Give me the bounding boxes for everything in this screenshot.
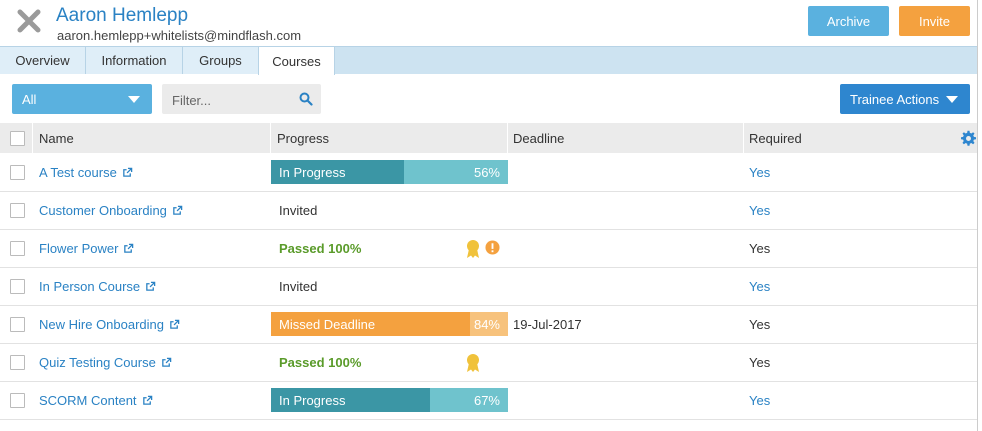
required-value[interactable]: Yes: [749, 203, 771, 218]
course-name: Customer Onboarding: [39, 203, 167, 218]
progress-percent: 67%: [473, 393, 500, 408]
deadline-value: 19-Jul-2017: [513, 317, 582, 332]
course-link[interactable]: SCORM Content: [39, 393, 153, 408]
table-row: Flower Power Passed 100%: [0, 229, 977, 268]
progress-fill: [271, 388, 430, 412]
row-checkbox[interactable]: [10, 241, 25, 256]
column-header-progress[interactable]: Progress: [277, 130, 330, 146]
tab-courses[interactable]: Courses: [258, 47, 335, 75]
progress-status: Passed 100%: [279, 241, 362, 256]
tab-groups[interactable]: Groups: [183, 47, 259, 74]
external-link-icon: [169, 319, 180, 330]
course-name: SCORM Content: [39, 393, 137, 408]
close-icon[interactable]: [16, 8, 42, 34]
row-checkbox[interactable]: [10, 279, 25, 294]
invite-button[interactable]: Invite: [899, 6, 970, 36]
certificate-icon[interactable]: [466, 353, 480, 373]
course-link[interactable]: Flower Power: [39, 241, 134, 256]
progress-bar: In Progress 56%: [271, 160, 508, 184]
chevron-down-icon: [946, 96, 958, 103]
gear-icon[interactable]: [960, 130, 977, 147]
progress-fill: [271, 160, 404, 184]
progress-status: In Progress: [279, 165, 346, 180]
status-filter-select[interactable]: All: [12, 84, 152, 114]
row-checkbox[interactable]: [10, 165, 25, 180]
course-name: In Person Course: [39, 279, 141, 294]
required-value[interactable]: Yes: [749, 165, 771, 180]
required-value[interactable]: Yes: [749, 393, 771, 408]
table-row: A Test course In Progress 56% Yes: [0, 153, 977, 192]
trainee-actions-label: Trainee Actions: [850, 91, 940, 107]
table-row: Customer Onboarding Invited Yes: [0, 191, 977, 230]
archive-button[interactable]: Archive: [808, 6, 889, 36]
table-header: Name Progress Deadline Required: [0, 123, 977, 153]
search-icon[interactable]: [299, 92, 313, 106]
required-value: Yes: [749, 241, 771, 256]
table-row: New Hire Onboarding Missed Deadline 84% …: [0, 305, 977, 344]
external-link-icon: [142, 395, 153, 406]
progress-status: Passed 100%: [279, 355, 362, 370]
table-row: Quiz Testing Course Passed 100% Yes: [0, 343, 977, 382]
external-link-icon: [123, 243, 134, 254]
table-row: SCORM Content In Progress 67% Yes: [0, 381, 977, 420]
course-name: New Hire Onboarding: [39, 317, 165, 332]
course-link[interactable]: Customer Onboarding: [39, 203, 183, 218]
filter-input[interactable]: [170, 90, 294, 110]
course-link[interactable]: In Person Course: [39, 279, 156, 294]
column-header-deadline[interactable]: Deadline: [513, 130, 565, 146]
select-all-checkbox[interactable]: [10, 131, 25, 146]
window-edge: [977, 0, 978, 431]
filter-search-box: [162, 84, 321, 114]
course-link[interactable]: New Hire Onboarding: [39, 317, 180, 332]
progress-status: Invited: [279, 203, 318, 218]
external-link-icon: [122, 167, 133, 178]
tab-overview[interactable]: Overview: [0, 47, 86, 74]
chevron-down-icon: [128, 96, 140, 103]
progress-status: Invited: [279, 279, 318, 294]
progress-percent: 56%: [473, 165, 500, 180]
tab-bar: Overview Information Groups Courses: [0, 46, 977, 75]
external-link-icon: [161, 357, 172, 368]
row-checkbox[interactable]: [10, 203, 25, 218]
row-checkbox[interactable]: [10, 393, 25, 408]
row-checkbox[interactable]: [10, 317, 25, 332]
status-filter-value: All: [22, 91, 37, 107]
progress-status: In Progress: [279, 393, 346, 408]
trainee-name: Aaron Hemlepp: [56, 5, 189, 26]
progress-bar: In Progress 67%: [271, 388, 508, 412]
required-value: Yes: [749, 317, 771, 332]
column-header-required[interactable]: Required: [749, 130, 802, 146]
required-value[interactable]: Yes: [749, 279, 771, 294]
course-name: Flower Power: [39, 241, 119, 256]
tab-information[interactable]: Information: [86, 47, 183, 74]
trainee-actions-button[interactable]: Trainee Actions: [840, 84, 970, 114]
progress-percent: 84%: [473, 317, 500, 332]
row-checkbox[interactable]: [10, 355, 25, 370]
required-value: Yes: [749, 355, 771, 370]
course-link[interactable]: A Test course: [39, 165, 133, 180]
warning-icon[interactable]: [485, 240, 500, 255]
course-name: A Test course: [39, 165, 117, 180]
trainee-email: aaron.hemlepp+whitelists@mindflash.com: [57, 28, 302, 43]
column-header-name[interactable]: Name: [39, 130, 74, 146]
external-link-icon: [172, 205, 183, 216]
external-link-icon: [145, 281, 156, 292]
progress-fill: [271, 312, 471, 336]
progress-bar: Missed Deadline 84%: [271, 312, 508, 336]
table-row: In Person Course Invited Yes: [0, 267, 977, 306]
progress-status: Missed Deadline: [279, 317, 376, 332]
course-link[interactable]: Quiz Testing Course: [39, 355, 172, 370]
course-name: Quiz Testing Course: [39, 355, 156, 370]
certificate-icon[interactable]: [466, 239, 480, 259]
